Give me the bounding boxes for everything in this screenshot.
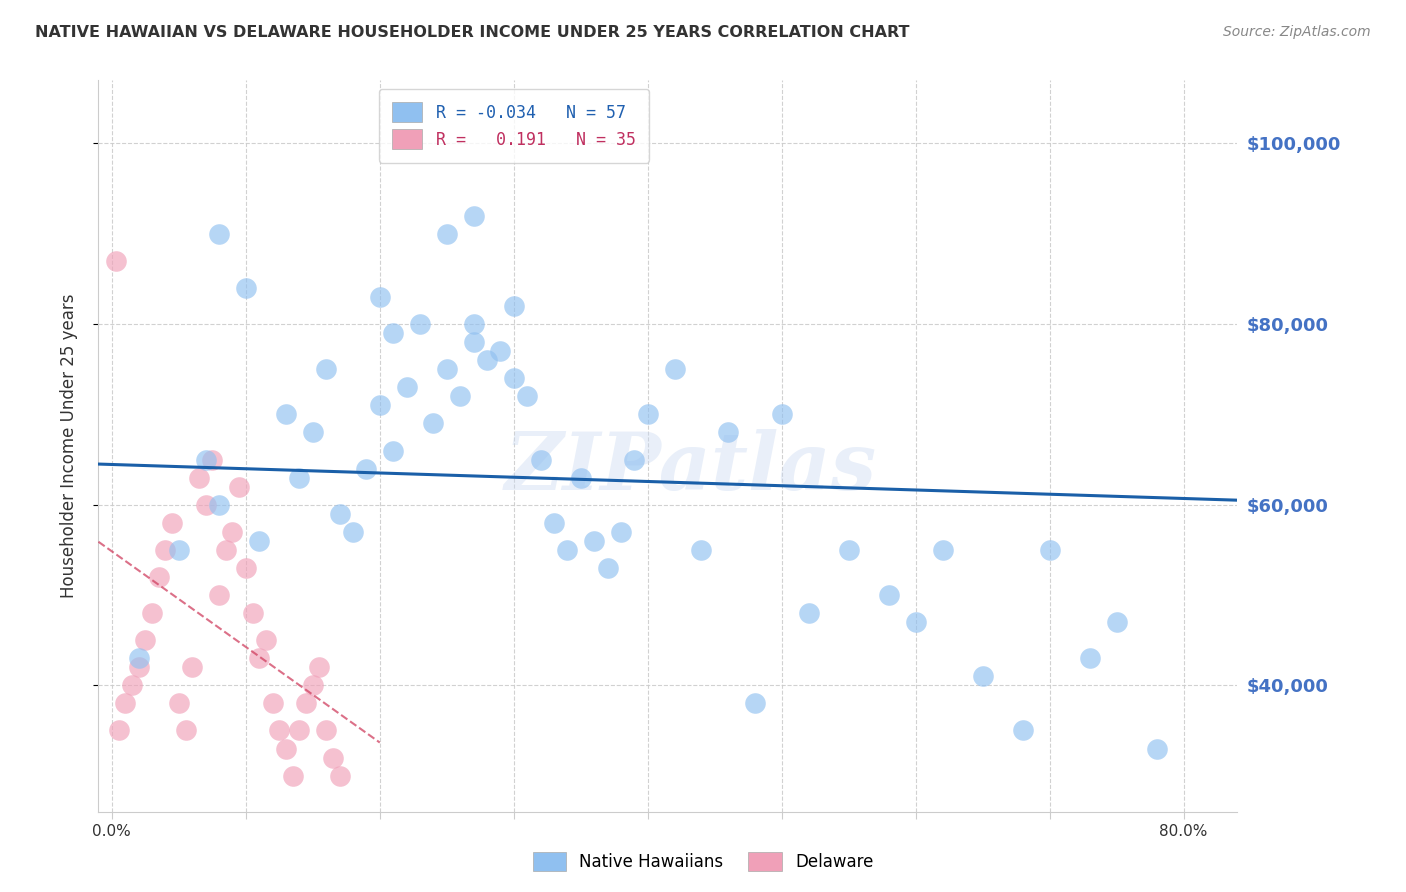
Point [194, 498, 217, 512]
Point [583, 533, 606, 548]
Point [1012, 723, 1035, 738]
Legend: Native Hawaiians, Delaware: Native Hawaiians, Delaware [524, 843, 882, 880]
Point [664, 362, 686, 376]
Point [422, 417, 444, 431]
Text: ZIPatlas: ZIPatlas [505, 429, 877, 507]
Point [1039, 542, 1062, 557]
Point [797, 606, 820, 620]
Point [1105, 615, 1128, 629]
Point [148, 570, 170, 584]
Point [329, 769, 352, 783]
Point [104, 253, 127, 268]
Point [228, 480, 250, 494]
Point [288, 723, 311, 738]
Point [382, 443, 405, 458]
Point [329, 507, 352, 521]
Point [516, 389, 538, 403]
Point [201, 452, 224, 467]
Point [174, 723, 197, 738]
Point [208, 588, 231, 602]
Point [247, 651, 270, 665]
Point [382, 326, 405, 340]
Point [301, 678, 323, 692]
Point [288, 470, 311, 484]
Point [274, 408, 297, 422]
Point [838, 542, 860, 557]
Legend: R = -0.034   N = 57, R =   0.191   N = 35: R = -0.034 N = 57, R = 0.191 N = 35 [380, 88, 650, 162]
Point [610, 524, 633, 539]
Point [623, 452, 645, 467]
Point [1078, 651, 1101, 665]
Point [557, 542, 579, 557]
Text: NATIVE HAWAIIAN VS DELAWARE HOUSEHOLDER INCOME UNDER 25 YEARS CORRELATION CHART: NATIVE HAWAIIAN VS DELAWARE HOUSEHOLDER … [35, 25, 910, 40]
Point [502, 371, 524, 385]
Point [121, 678, 143, 692]
Point [569, 470, 592, 484]
Point [368, 398, 391, 412]
Point [134, 633, 156, 648]
Point [529, 452, 551, 467]
Point [315, 362, 337, 376]
Point [167, 542, 190, 557]
Point [543, 516, 565, 530]
Point [295, 697, 318, 711]
Point [368, 290, 391, 304]
Point [141, 606, 163, 620]
Point [322, 750, 344, 764]
Point [308, 660, 330, 674]
Point [342, 524, 364, 539]
Y-axis label: Householder Income Under 25 years: Householder Income Under 25 years [59, 293, 77, 599]
Point [436, 227, 458, 241]
Point [221, 524, 243, 539]
Point [155, 542, 177, 557]
Point [877, 588, 900, 602]
Point [247, 533, 270, 548]
Point [1146, 741, 1168, 756]
Point [187, 470, 209, 484]
Point [596, 561, 619, 575]
Point [167, 697, 190, 711]
Point [215, 542, 238, 557]
Point [235, 281, 257, 295]
Point [242, 606, 264, 620]
Point [463, 317, 485, 331]
Point [281, 769, 304, 783]
Point [315, 723, 337, 738]
Point [107, 723, 129, 738]
Point [181, 660, 204, 674]
Point [160, 516, 183, 530]
Point [269, 723, 291, 738]
Text: Source: ZipAtlas.com: Source: ZipAtlas.com [1223, 25, 1371, 39]
Point [235, 561, 257, 575]
Point [436, 362, 458, 376]
Point [356, 461, 378, 475]
Point [208, 227, 231, 241]
Point [489, 344, 512, 359]
Point [254, 633, 277, 648]
Point [637, 408, 659, 422]
Point [301, 425, 323, 440]
Point [274, 741, 297, 756]
Point [395, 380, 418, 394]
Point [463, 335, 485, 350]
Point [208, 498, 231, 512]
Point [717, 425, 740, 440]
Point [502, 299, 524, 313]
Point [128, 651, 150, 665]
Point [114, 697, 136, 711]
Point [904, 615, 927, 629]
Point [972, 669, 994, 683]
Point [463, 209, 485, 223]
Point [770, 408, 793, 422]
Point [690, 542, 713, 557]
Point [409, 317, 432, 331]
Point [744, 697, 766, 711]
Point [128, 660, 150, 674]
Point [262, 697, 284, 711]
Point [475, 353, 498, 368]
Point [449, 389, 471, 403]
Point [194, 452, 217, 467]
Point [931, 542, 953, 557]
